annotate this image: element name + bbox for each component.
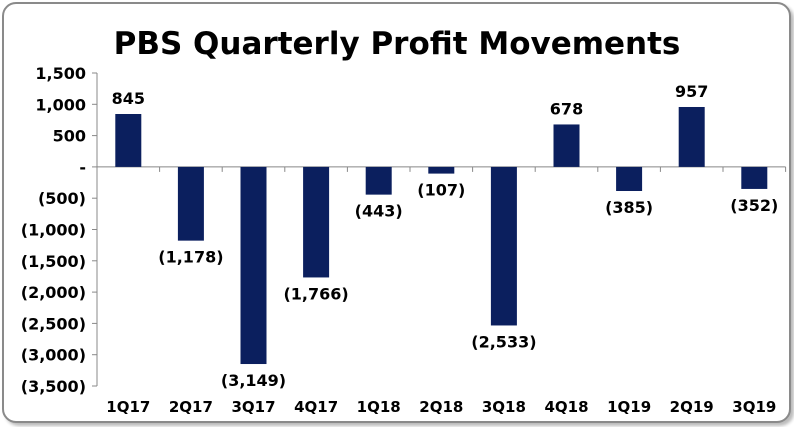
- x-tick-label: 2Q17: [169, 398, 213, 416]
- y-tick-label: (3,000): [21, 346, 86, 365]
- x-tick-label: 3Q17: [231, 398, 275, 416]
- x-tick-label: 2Q19: [670, 398, 714, 416]
- x-tick-label: 1Q18: [357, 398, 401, 416]
- data-label: (3,149): [221, 371, 286, 390]
- bar-2Q18: [428, 166, 455, 174]
- data-label: (443): [355, 202, 403, 221]
- x-tick-label: 1Q19: [607, 398, 651, 416]
- y-tick-label: (500): [38, 189, 86, 208]
- bar-2Q19: [678, 106, 705, 167]
- data-label: (385): [605, 198, 653, 217]
- bar-4Q18: [553, 124, 580, 167]
- bar-3Q17: [240, 166, 267, 365]
- y-tick-label: 500: [53, 127, 86, 146]
- y-tick-label: (1,000): [21, 221, 86, 240]
- data-label: 678: [550, 99, 583, 118]
- x-tick-label: 2Q18: [419, 398, 463, 416]
- y-tick-label: (2,000): [21, 283, 86, 302]
- bar-3Q19: [741, 166, 768, 189]
- x-tick-label: 4Q18: [544, 398, 588, 416]
- chart-frame: [2, 2, 791, 423]
- data-label: (352): [730, 196, 778, 215]
- bar-4Q17: [303, 166, 330, 278]
- x-tick-label: 3Q19: [732, 398, 776, 416]
- data-label: 845: [112, 89, 145, 108]
- bar-1Q18: [365, 166, 392, 195]
- bar-1Q19: [616, 166, 643, 192]
- y-tick-label: (2,500): [21, 314, 86, 333]
- bar-3Q18: [490, 166, 517, 326]
- chart-title: PBS Quarterly Profit Movements: [114, 26, 681, 62]
- data-label: (107): [417, 181, 465, 200]
- data-label: (1,766): [283, 284, 348, 303]
- y-tick-label: 1,500: [35, 64, 86, 83]
- bar-2Q17: [177, 166, 204, 241]
- y-tick-label: (1,500): [21, 252, 86, 271]
- data-label: (1,178): [158, 248, 223, 267]
- x-tick-label: 4Q17: [294, 398, 338, 416]
- x-tick-label: 3Q18: [482, 398, 526, 416]
- y-tick-label: -: [79, 158, 86, 177]
- data-label: 957: [675, 82, 708, 101]
- y-tick-label: (3,500): [21, 377, 86, 396]
- y-tick-label: 1,000: [35, 95, 86, 114]
- x-tick-label: 1Q17: [106, 398, 150, 416]
- data-label: (2,533): [471, 332, 536, 351]
- bar-1Q17: [115, 114, 142, 167]
